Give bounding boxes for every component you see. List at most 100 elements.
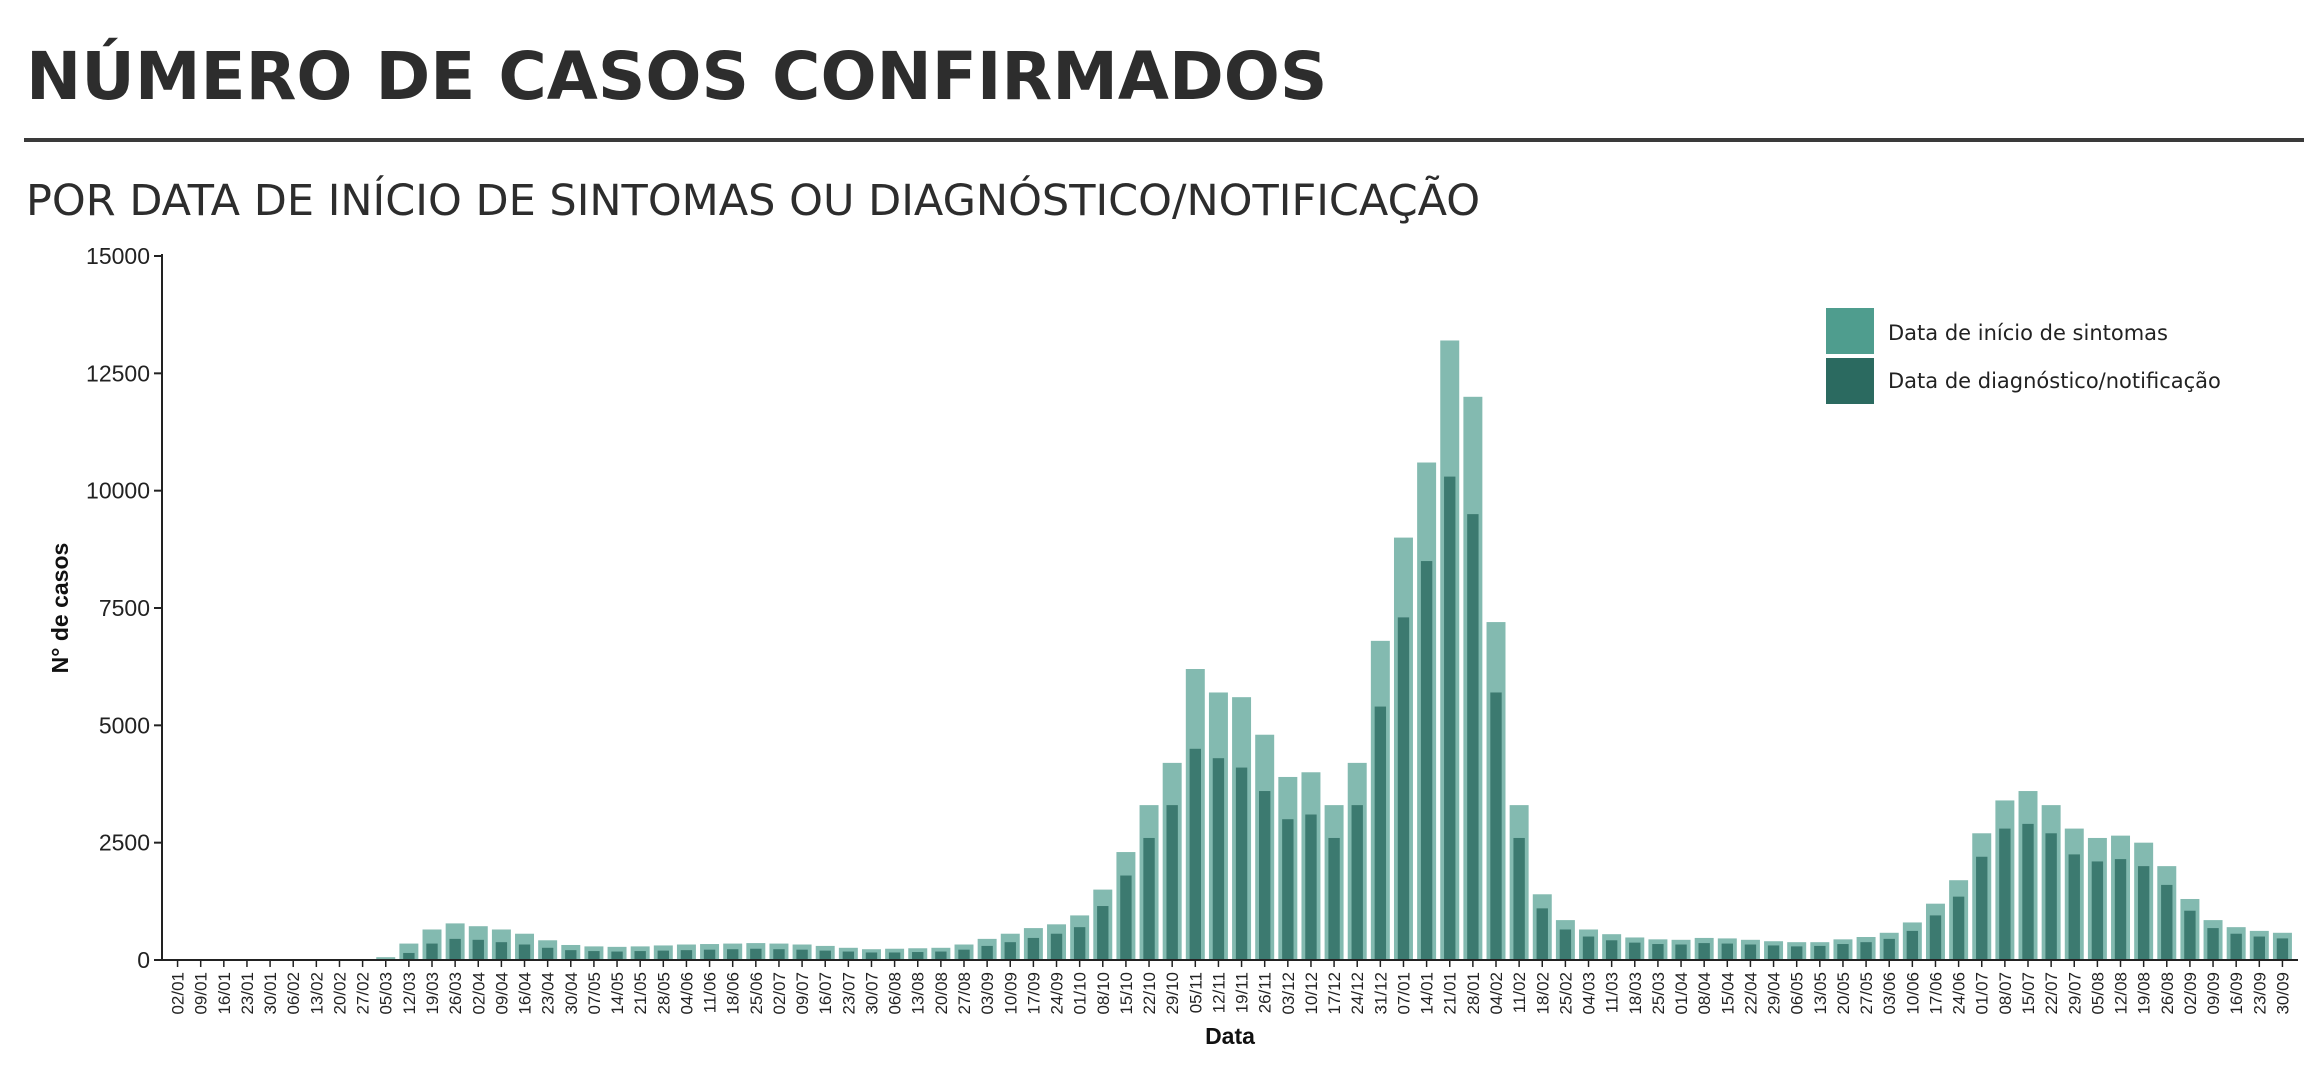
x-tick-label: 24/09 xyxy=(1048,972,1067,1015)
bar-diagnostico xyxy=(1605,940,1618,960)
bar-diagnostico xyxy=(842,951,855,960)
bar-diagnostico xyxy=(2045,833,2057,960)
x-tick-label: 09/09 xyxy=(2204,972,2223,1015)
x-tick-label: 30/04 xyxy=(562,972,581,1015)
bar-diagnostico xyxy=(1721,943,1733,960)
bar-diagnostico xyxy=(1073,927,1086,960)
x-tick-label: 06/05 xyxy=(1788,972,1807,1015)
x-tick-label: 03/09 xyxy=(978,972,997,1015)
x-tick-label: 16/04 xyxy=(516,972,535,1015)
bar-diagnostico xyxy=(2137,866,2150,960)
bar-diagnostico xyxy=(2253,936,2265,960)
x-tick-label: 25/03 xyxy=(1649,972,1668,1015)
page-title: NÚMERO DE CASOS CONFIRMADOS xyxy=(26,38,1328,115)
x-tick-label: 17/12 xyxy=(1325,972,1344,1015)
x-tick-label: 20/02 xyxy=(331,972,350,1015)
bar-diagnostico xyxy=(1860,942,1872,960)
x-tick-label: 16/09 xyxy=(2227,972,2246,1015)
x-tick-label: 15/04 xyxy=(1718,972,1737,1015)
x-tick-label: 22/04 xyxy=(1741,972,1760,1015)
x-tick-label: 29/04 xyxy=(1765,972,1784,1015)
x-tick-label: 27/02 xyxy=(354,972,373,1015)
bar-diagnostico xyxy=(403,952,415,960)
x-tick-label: 26/08 xyxy=(2158,972,2177,1015)
x-tick-label: 14/01 xyxy=(1418,972,1437,1015)
x-tick-label: 20/05 xyxy=(1834,972,1853,1015)
bar-diagnostico xyxy=(1559,929,1572,960)
bar-diagnostico xyxy=(1120,875,1132,960)
x-tick-label: 06/02 xyxy=(284,972,303,1015)
x-tick-label: 09/07 xyxy=(793,972,812,1015)
bar-diagnostico xyxy=(1582,936,1595,960)
x-tick-label: 20/08 xyxy=(932,972,951,1015)
x-tick-label: 02/09 xyxy=(2181,972,2200,1015)
bar-diagnostico xyxy=(1166,805,1178,960)
bar-diagnostico xyxy=(1791,946,1803,960)
x-tick-label: 11/06 xyxy=(701,972,720,1013)
x-tick-label: 21/05 xyxy=(631,972,650,1015)
x-tick-label: 03/06 xyxy=(1880,972,1899,1015)
bar-diagnostico xyxy=(1189,748,1201,960)
x-tick-label: 14/05 xyxy=(608,972,627,1015)
bar-diagnostico xyxy=(958,949,970,960)
bar-diagnostico xyxy=(565,950,577,960)
bar-diagnostico xyxy=(1883,938,1895,960)
x-tick-label: 10/12 xyxy=(1302,972,1321,1015)
x-tick-label: 27/05 xyxy=(1857,972,1876,1015)
x-tick-label: 08/10 xyxy=(1094,972,1113,1015)
bar-diagnostico xyxy=(634,951,646,960)
x-tick-label: 04/06 xyxy=(677,972,696,1015)
y-tick-label: 7500 xyxy=(99,595,150,621)
x-tick-label: 30/09 xyxy=(2273,972,2292,1015)
legend-label-sintomas: Data de início de sintomas xyxy=(1888,321,2168,345)
bar-diagnostico xyxy=(1282,819,1294,960)
x-tick-label: 18/03 xyxy=(1626,972,1645,1015)
y-axis: 0 2500 5000 7500 10000 12500 15000 xyxy=(86,243,163,973)
bar-diagnostico xyxy=(1027,937,1040,960)
legend-swatch-sintomas xyxy=(1826,308,1874,354)
bar-diagnostico xyxy=(1952,896,1965,960)
x-tick-label: 13/02 xyxy=(307,972,326,1015)
x-tick-label: 23/01 xyxy=(238,972,257,1015)
x-tick-label: 12/03 xyxy=(400,972,419,1015)
bar-diagnostico xyxy=(2230,933,2242,960)
bar-diagnostico xyxy=(1675,944,1687,960)
bar-diagnostico xyxy=(472,939,484,960)
legend-swatch-diagnostico xyxy=(1826,358,1874,404)
x-tick-label: 25/02 xyxy=(1556,972,1575,1015)
x-tick-label: 24/12 xyxy=(1348,972,1367,1015)
bar-diagnostico xyxy=(1235,767,1248,960)
x-tick-label: 19/11 xyxy=(1233,972,1252,1013)
x-tick-label: 15/10 xyxy=(1117,972,1136,1015)
x-tick-label: 16/01 xyxy=(215,972,234,1015)
x-tick-label: 29/10 xyxy=(1163,972,1182,1015)
bar-diagnostico xyxy=(935,951,947,960)
x-tick-label: 08/04 xyxy=(1695,972,1714,1015)
bar-diagnostico xyxy=(1374,706,1387,960)
chart-legend: Data de início de sintomas Data de diagn… xyxy=(1826,308,2221,404)
bar-diagnostico xyxy=(703,949,716,960)
x-tick-label: 02/04 xyxy=(469,972,488,1015)
bar-diagnostico xyxy=(773,949,785,960)
bar-diagnostico xyxy=(1929,915,1942,960)
bar-diagnostico xyxy=(1536,908,1548,960)
y-tick-label: 12500 xyxy=(86,360,150,386)
bar-diagnostico xyxy=(1698,943,1710,960)
x-tick-label: 16/07 xyxy=(816,972,835,1015)
bar-diagnostico xyxy=(1814,945,1826,960)
bar-diagnostico xyxy=(1976,856,1988,960)
x-tick-label: 01/10 xyxy=(1071,972,1090,1015)
bar-diagnostico xyxy=(1004,942,1016,960)
x-tick-label: 15/07 xyxy=(2019,972,2038,1015)
bar-diagnostico xyxy=(2184,910,2196,960)
x-tick-label: 23/07 xyxy=(839,972,858,1015)
bar-diagnostico xyxy=(1305,814,1317,960)
bar-diagnostico xyxy=(449,938,461,960)
x-tick-label: 10/09 xyxy=(1001,972,1020,1015)
title-divider xyxy=(24,138,2304,142)
x-tick-label: 28/05 xyxy=(654,972,673,1015)
y-tick-label: 2500 xyxy=(99,830,150,856)
bar-diagnostico xyxy=(865,952,878,960)
bar-diagnostico xyxy=(1837,944,1849,960)
